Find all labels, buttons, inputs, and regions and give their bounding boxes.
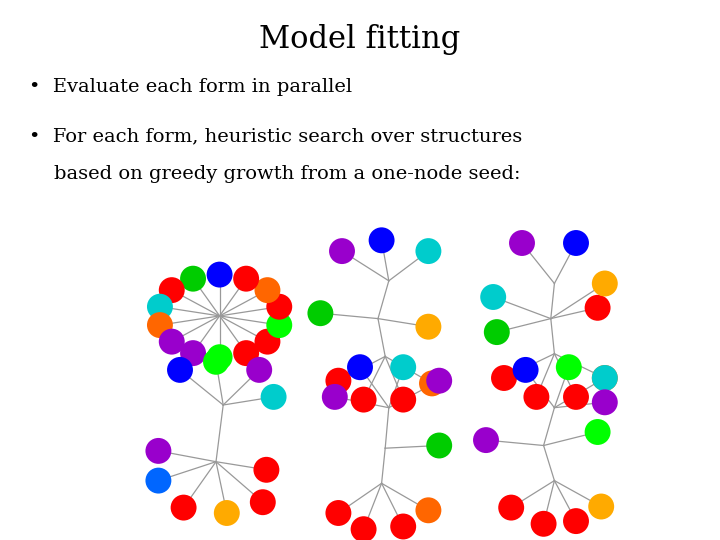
Ellipse shape bbox=[415, 238, 441, 264]
Ellipse shape bbox=[585, 295, 611, 321]
Ellipse shape bbox=[556, 354, 582, 380]
Ellipse shape bbox=[145, 468, 171, 494]
Text: •  Evaluate each form in parallel: • Evaluate each form in parallel bbox=[29, 78, 352, 96]
Ellipse shape bbox=[233, 340, 259, 366]
Ellipse shape bbox=[266, 294, 292, 320]
Ellipse shape bbox=[523, 384, 549, 410]
Ellipse shape bbox=[513, 357, 539, 383]
Ellipse shape bbox=[159, 277, 185, 303]
Ellipse shape bbox=[563, 230, 589, 256]
Ellipse shape bbox=[180, 266, 206, 292]
Ellipse shape bbox=[351, 387, 377, 413]
Ellipse shape bbox=[329, 238, 355, 264]
Ellipse shape bbox=[592, 271, 618, 296]
Ellipse shape bbox=[531, 511, 557, 537]
Ellipse shape bbox=[325, 368, 351, 394]
Ellipse shape bbox=[250, 489, 276, 515]
Ellipse shape bbox=[253, 457, 279, 483]
Text: •  For each form, heuristic search over structures: • For each form, heuristic search over s… bbox=[29, 127, 522, 145]
Ellipse shape bbox=[322, 384, 348, 410]
Ellipse shape bbox=[585, 419, 611, 445]
Ellipse shape bbox=[509, 230, 535, 256]
Text: Model fitting: Model fitting bbox=[259, 24, 461, 55]
Ellipse shape bbox=[159, 329, 185, 355]
Ellipse shape bbox=[484, 319, 510, 345]
Ellipse shape bbox=[592, 389, 618, 415]
Ellipse shape bbox=[415, 497, 441, 523]
Ellipse shape bbox=[167, 357, 193, 383]
Ellipse shape bbox=[261, 384, 287, 410]
Ellipse shape bbox=[480, 284, 506, 310]
Ellipse shape bbox=[390, 354, 416, 380]
Ellipse shape bbox=[592, 365, 618, 391]
Ellipse shape bbox=[214, 500, 240, 526]
Ellipse shape bbox=[147, 312, 173, 338]
Ellipse shape bbox=[233, 266, 259, 292]
Ellipse shape bbox=[588, 494, 614, 519]
Ellipse shape bbox=[390, 514, 416, 539]
Ellipse shape bbox=[351, 516, 377, 540]
Ellipse shape bbox=[180, 340, 206, 366]
Ellipse shape bbox=[203, 349, 229, 375]
Ellipse shape bbox=[266, 312, 292, 338]
Ellipse shape bbox=[254, 329, 280, 355]
Ellipse shape bbox=[426, 368, 452, 394]
Ellipse shape bbox=[145, 438, 171, 464]
Ellipse shape bbox=[415, 314, 441, 340]
Ellipse shape bbox=[491, 365, 517, 391]
Ellipse shape bbox=[207, 345, 233, 370]
Ellipse shape bbox=[498, 495, 524, 521]
Ellipse shape bbox=[369, 227, 395, 253]
Text: based on greedy growth from a one-node seed:: based on greedy growth from a one-node s… bbox=[29, 165, 521, 183]
Ellipse shape bbox=[592, 365, 618, 391]
Ellipse shape bbox=[347, 354, 373, 380]
Ellipse shape bbox=[246, 357, 272, 383]
Ellipse shape bbox=[563, 384, 589, 410]
Ellipse shape bbox=[171, 495, 197, 521]
Ellipse shape bbox=[207, 262, 233, 287]
Ellipse shape bbox=[563, 508, 589, 534]
Ellipse shape bbox=[426, 433, 452, 458]
Ellipse shape bbox=[254, 277, 280, 303]
Ellipse shape bbox=[325, 500, 351, 526]
Ellipse shape bbox=[307, 300, 333, 326]
Ellipse shape bbox=[147, 294, 173, 320]
Ellipse shape bbox=[473, 427, 499, 453]
Ellipse shape bbox=[390, 387, 416, 413]
Ellipse shape bbox=[419, 370, 445, 396]
